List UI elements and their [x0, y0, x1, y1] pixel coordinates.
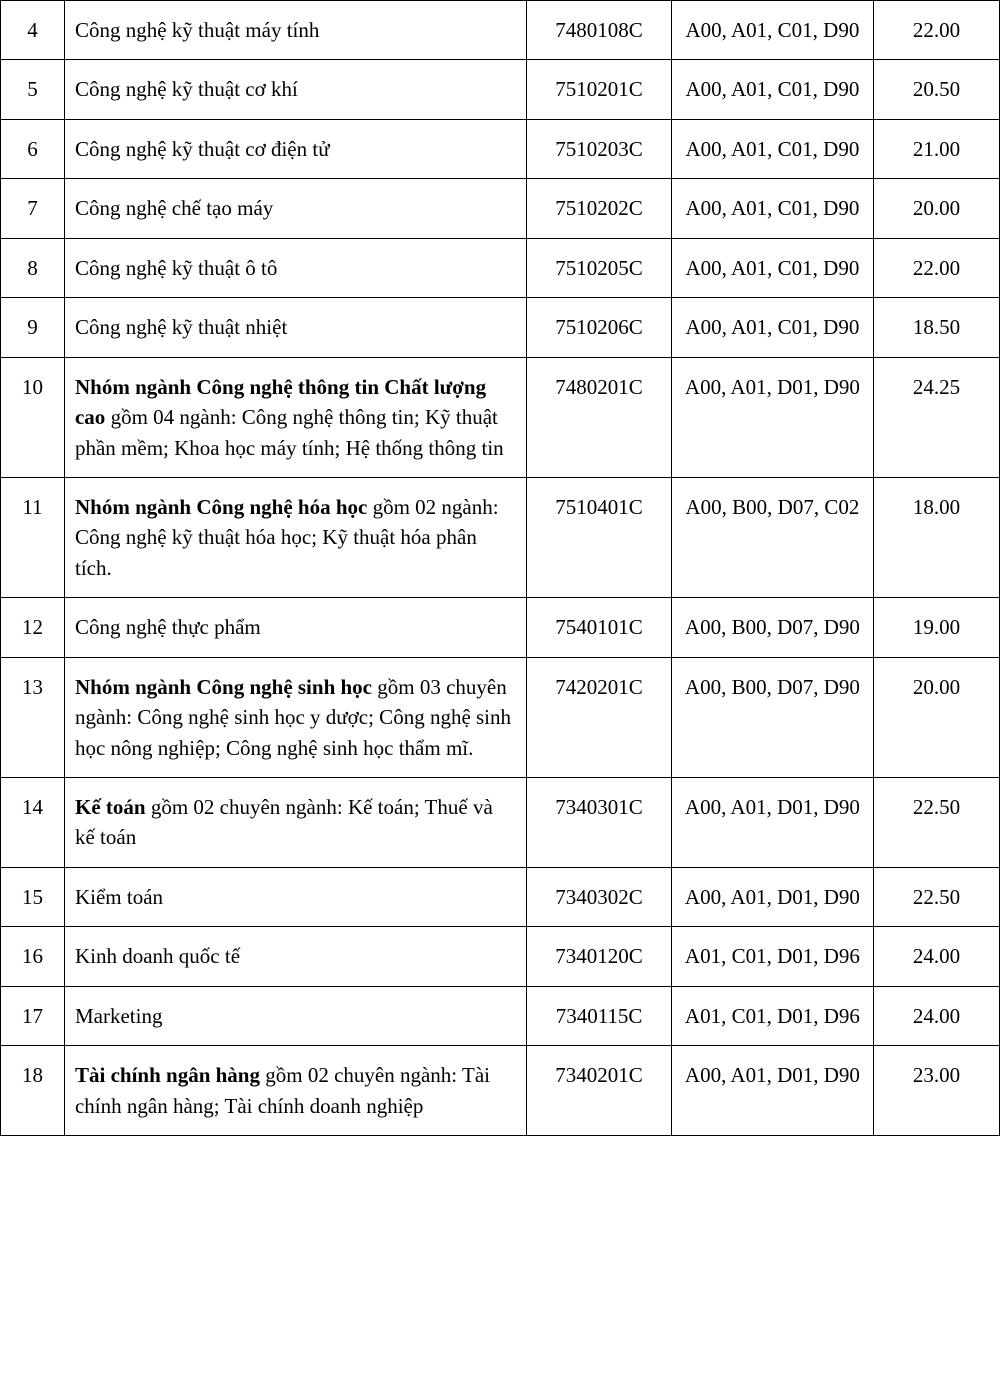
- subject-combo: A00, A01, C01, D90: [671, 60, 873, 119]
- admission-score: 22.00: [874, 238, 1000, 297]
- admission-score: 24.25: [874, 357, 1000, 477]
- major-code: 7340301C: [527, 778, 671, 868]
- major-code: 7340115C: [527, 986, 671, 1045]
- major-name: Nhóm ngành Công nghệ sinh học gồm 03 chu…: [64, 657, 526, 777]
- row-number: 9: [1, 298, 65, 357]
- major-name: Kinh doanh quốc tế: [64, 927, 526, 986]
- admission-score: 22.50: [874, 778, 1000, 868]
- admission-score: 20.00: [874, 657, 1000, 777]
- row-number: 10: [1, 357, 65, 477]
- admission-score: 22.50: [874, 867, 1000, 926]
- row-number: 8: [1, 238, 65, 297]
- major-code: 7540101C: [527, 598, 671, 657]
- table-row: 18Tài chính ngân hàng gồm 02 chuyên ngàn…: [1, 1046, 1000, 1136]
- major-name: Công nghệ chế tạo máy: [64, 179, 526, 238]
- row-number: 14: [1, 778, 65, 868]
- major-name-bold: Tài chính ngân hàng: [75, 1063, 260, 1087]
- row-number: 17: [1, 986, 65, 1045]
- table-row: 7Công nghệ chế tạo máy7510202CA00, A01, …: [1, 179, 1000, 238]
- subject-combo: A00, A01, C01, D90: [671, 238, 873, 297]
- major-name: Công nghệ thực phẩm: [64, 598, 526, 657]
- table-row: 13Nhóm ngành Công nghệ sinh học gồm 03 c…: [1, 657, 1000, 777]
- subject-combo: A00, A01, D01, D90: [671, 1046, 873, 1136]
- admission-score: 19.00: [874, 598, 1000, 657]
- row-number: 11: [1, 477, 65, 597]
- majors-table: 4Công nghệ kỹ thuật máy tính7480108CA00,…: [0, 0, 1000, 1136]
- admission-score: 18.00: [874, 477, 1000, 597]
- major-code: 7420201C: [527, 657, 671, 777]
- table-row: 15Kiểm toán7340302CA00, A01, D01, D9022.…: [1, 867, 1000, 926]
- subject-combo: A01, C01, D01, D96: [671, 986, 873, 1045]
- admission-score: 20.00: [874, 179, 1000, 238]
- table-row: 12Công nghệ thực phẩm7540101CA00, B00, D…: [1, 598, 1000, 657]
- major-code: 7510205C: [527, 238, 671, 297]
- table-row: 16Kinh doanh quốc tế7340120CA01, C01, D0…: [1, 927, 1000, 986]
- table-row: 4Công nghệ kỹ thuật máy tính7480108CA00,…: [1, 1, 1000, 60]
- major-code: 7340120C: [527, 927, 671, 986]
- major-name-bold: Nhóm ngành Công nghệ hóa học: [75, 495, 367, 519]
- table-row: 10Nhóm ngành Công nghệ thông tin Chất lư…: [1, 357, 1000, 477]
- major-name: Công nghệ kỹ thuật nhiệt: [64, 298, 526, 357]
- major-name: Kế toán gồm 02 chuyên ngành: Kế toán; Th…: [64, 778, 526, 868]
- admission-score: 18.50: [874, 298, 1000, 357]
- major-name: Kiểm toán: [64, 867, 526, 926]
- subject-combo: A00, B00, D07, D90: [671, 598, 873, 657]
- major-name: Công nghệ kỹ thuật ô tô: [64, 238, 526, 297]
- table-row: 8Công nghệ kỹ thuật ô tô7510205CA00, A01…: [1, 238, 1000, 297]
- major-code: 7510201C: [527, 60, 671, 119]
- table-row: 5Công nghệ kỹ thuật cơ khí7510201CA00, A…: [1, 60, 1000, 119]
- major-code: 7340201C: [527, 1046, 671, 1136]
- row-number: 6: [1, 119, 65, 178]
- table-row: 9Công nghệ kỹ thuật nhiệt7510206CA00, A0…: [1, 298, 1000, 357]
- admission-score: 23.00: [874, 1046, 1000, 1136]
- major-name: Công nghệ kỹ thuật cơ điện tử: [64, 119, 526, 178]
- major-name: Nhóm ngành Công nghệ hóa học gồm 02 ngàn…: [64, 477, 526, 597]
- subject-combo: A00, A01, D01, D90: [671, 867, 873, 926]
- major-code: 7510203C: [527, 119, 671, 178]
- admission-score: 21.00: [874, 119, 1000, 178]
- row-number: 4: [1, 1, 65, 60]
- major-code: 7510401C: [527, 477, 671, 597]
- major-name: Nhóm ngành Công nghệ thông tin Chất lượn…: [64, 357, 526, 477]
- major-code: 7340302C: [527, 867, 671, 926]
- subject-combo: A00, A01, C01, D90: [671, 179, 873, 238]
- admission-score: 20.50: [874, 60, 1000, 119]
- table-body: 4Công nghệ kỹ thuật máy tính7480108CA00,…: [1, 1, 1000, 1136]
- row-number: 13: [1, 657, 65, 777]
- subject-combo: A00, B00, D07, D90: [671, 657, 873, 777]
- table-row: 6Công nghệ kỹ thuật cơ điện tử7510203CA0…: [1, 119, 1000, 178]
- admission-score: 24.00: [874, 986, 1000, 1045]
- major-code: 7480201C: [527, 357, 671, 477]
- table-row: 17Marketing7340115CA01, C01, D01, D9624.…: [1, 986, 1000, 1045]
- major-name: Tài chính ngân hàng gồm 02 chuyên ngành:…: [64, 1046, 526, 1136]
- major-name: Marketing: [64, 986, 526, 1045]
- major-code: 7510202C: [527, 179, 671, 238]
- subject-combo: A01, C01, D01, D96: [671, 927, 873, 986]
- subject-combo: A00, A01, C01, D90: [671, 119, 873, 178]
- subject-combo: A00, A01, C01, D90: [671, 298, 873, 357]
- subject-combo: A00, A01, C01, D90: [671, 1, 873, 60]
- major-name: Công nghệ kỹ thuật máy tính: [64, 1, 526, 60]
- admission-score: 24.00: [874, 927, 1000, 986]
- table-row: 11Nhóm ngành Công nghệ hóa học gồm 02 ng…: [1, 477, 1000, 597]
- row-number: 5: [1, 60, 65, 119]
- row-number: 16: [1, 927, 65, 986]
- major-name-rest: gồm 04 ngành: Công nghệ thông tin; Kỹ th…: [75, 405, 504, 459]
- subject-combo: A00, A01, D01, D90: [671, 357, 873, 477]
- row-number: 18: [1, 1046, 65, 1136]
- subject-combo: A00, A01, D01, D90: [671, 778, 873, 868]
- admission-score: 22.00: [874, 1, 1000, 60]
- row-number: 7: [1, 179, 65, 238]
- row-number: 12: [1, 598, 65, 657]
- major-name-bold: Kế toán: [75, 795, 146, 819]
- table-row: 14Kế toán gồm 02 chuyên ngành: Kế toán; …: [1, 778, 1000, 868]
- subject-combo: A00, B00, D07, C02: [671, 477, 873, 597]
- major-name: Công nghệ kỹ thuật cơ khí: [64, 60, 526, 119]
- major-code: 7510206C: [527, 298, 671, 357]
- row-number: 15: [1, 867, 65, 926]
- major-code: 7480108C: [527, 1, 671, 60]
- major-name-bold: Nhóm ngành Công nghệ sinh học: [75, 675, 372, 699]
